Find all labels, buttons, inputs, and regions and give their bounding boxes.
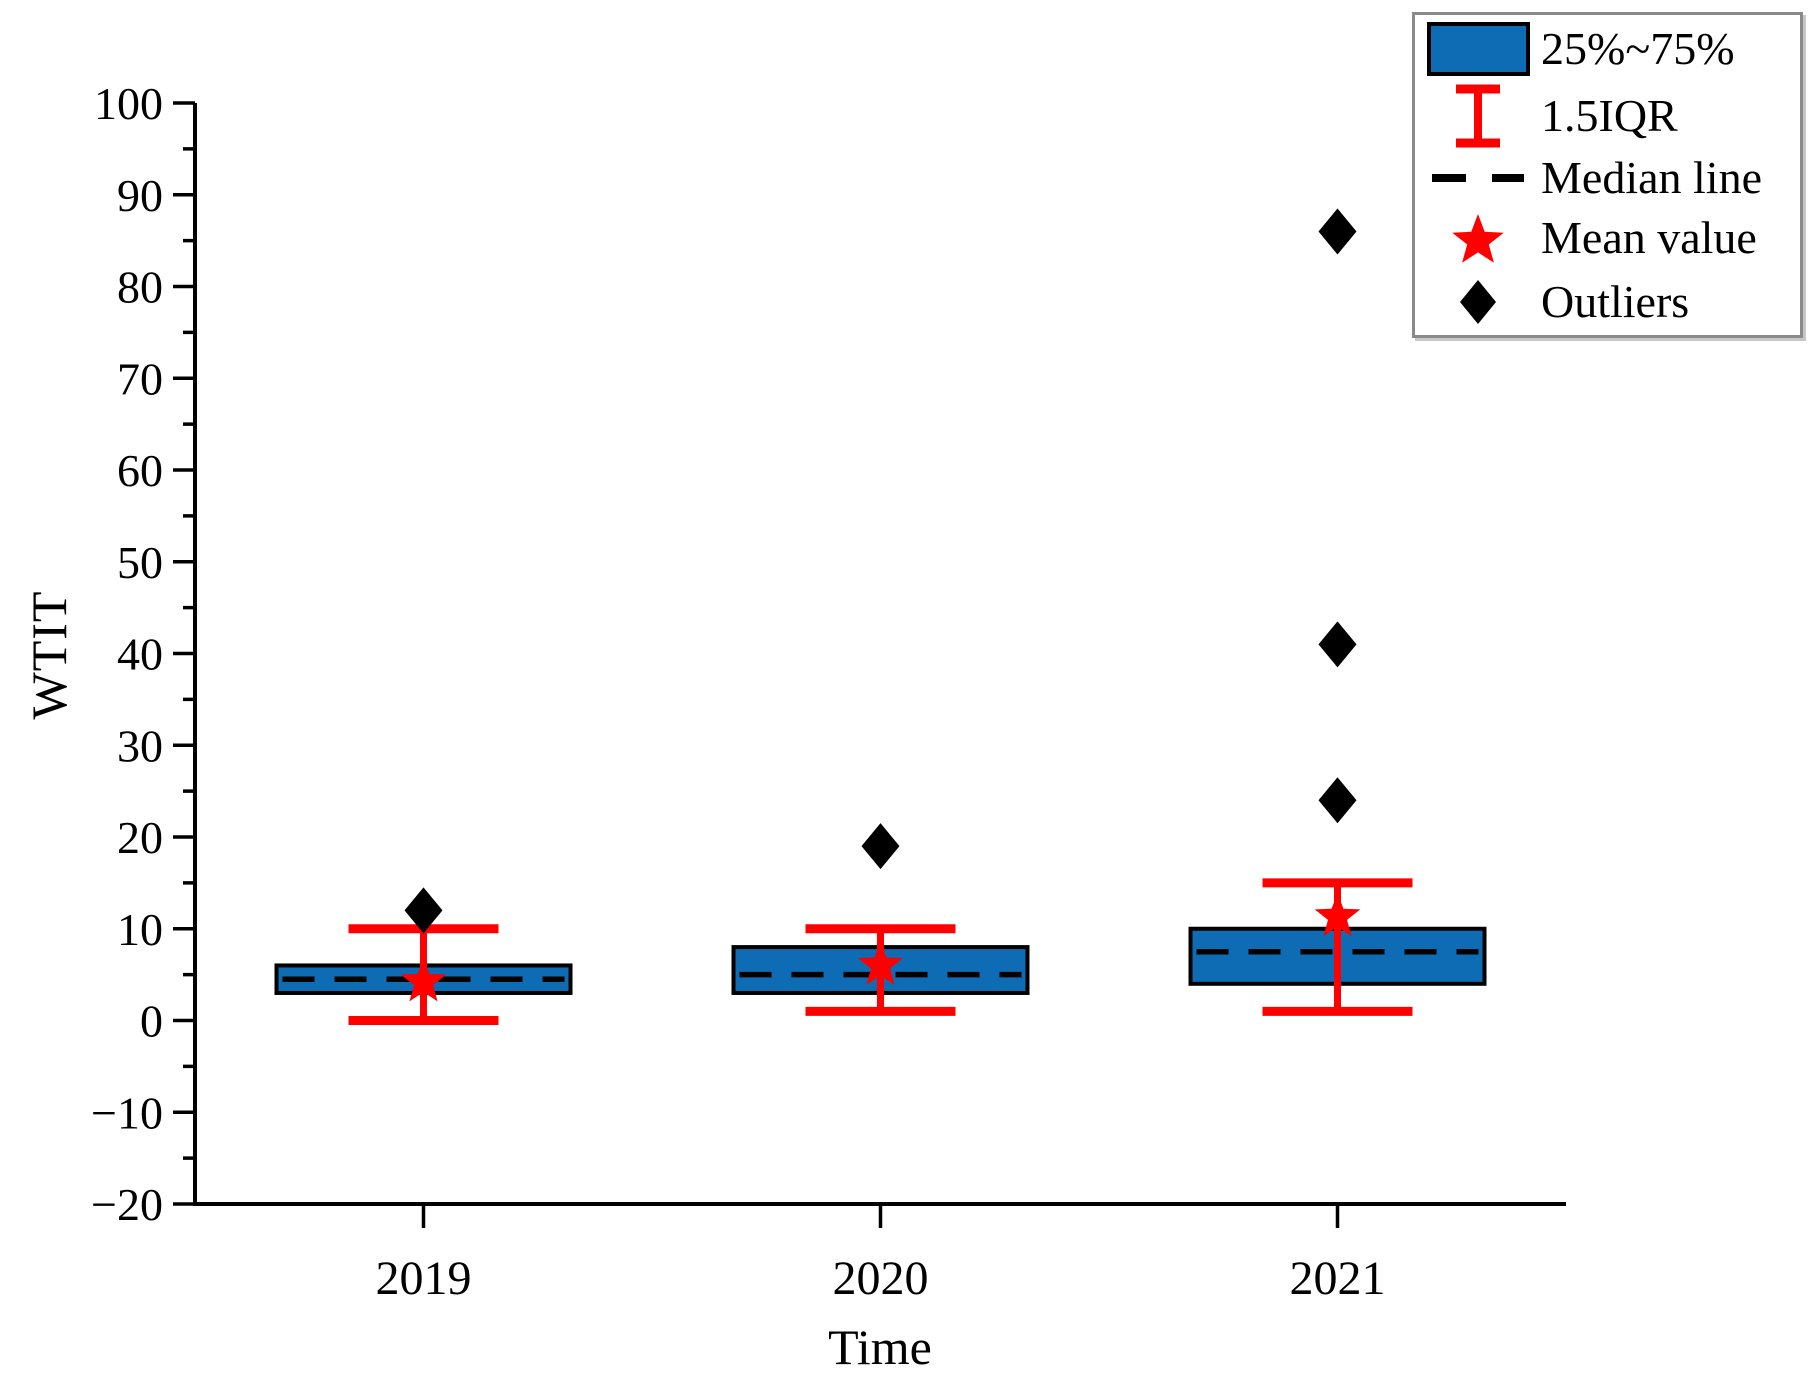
y-tick-label: −20 bbox=[91, 1179, 163, 1230]
y-tick-label: 70 bbox=[117, 353, 163, 404]
y-tick-label: 80 bbox=[117, 262, 163, 313]
outlier-diamond bbox=[1318, 621, 1357, 668]
error-bar-icon bbox=[1415, 83, 1541, 149]
y-tick-label: 0 bbox=[140, 996, 163, 1047]
outlier-diamond bbox=[861, 823, 900, 870]
legend-item-label: 25%~75% bbox=[1541, 23, 1735, 75]
box-group-2020 bbox=[731, 823, 1030, 1016]
y-tick-label: 10 bbox=[117, 904, 163, 955]
y-tick-label: 90 bbox=[117, 170, 163, 221]
outlier-diamond bbox=[1318, 208, 1357, 255]
box-swatch-icon bbox=[1415, 22, 1541, 77]
outlier-diamond bbox=[404, 887, 443, 934]
mean-star bbox=[400, 958, 447, 1002]
box-group-2021 bbox=[1188, 208, 1487, 1016]
legend-item-label: Median line bbox=[1541, 151, 1762, 203]
y-tick-label: 50 bbox=[117, 537, 163, 588]
legend-item-mean: Mean value bbox=[1415, 207, 1800, 269]
legend-item-outliers: Outliers bbox=[1415, 276, 1800, 328]
legend-item-label: Mean value bbox=[1541, 212, 1757, 264]
y-tick-label: 30 bbox=[117, 720, 163, 771]
y-tick-label: 40 bbox=[117, 629, 163, 680]
outlier-diamond bbox=[1318, 777, 1357, 824]
x-tick-label: 2021 bbox=[1290, 1252, 1386, 1305]
star-icon bbox=[1415, 207, 1541, 269]
x-axis-ticks: 2019 2020 2021 bbox=[376, 1204, 1386, 1305]
y-tick-label: 100 bbox=[94, 78, 163, 129]
y-tick-label: 60 bbox=[117, 445, 163, 496]
y-tick-label: −10 bbox=[91, 1087, 163, 1138]
x-tick-label: 2020 bbox=[833, 1252, 929, 1305]
y-tick-label: 20 bbox=[117, 812, 163, 863]
mean-star bbox=[857, 941, 904, 985]
legend-item-median: Median line bbox=[1415, 151, 1800, 203]
legend-item-whisker: 1.5IQR bbox=[1415, 83, 1800, 149]
legend: 25%~75% 1.5IQR Median line bbox=[1412, 12, 1803, 338]
legend-item-label: 1.5IQR bbox=[1541, 89, 1678, 141]
legend-item-label: Outliers bbox=[1541, 275, 1690, 327]
x-tick-label: 2019 bbox=[376, 1252, 472, 1305]
x-axis-title: Time bbox=[828, 1319, 932, 1375]
mean-star bbox=[1314, 892, 1361, 937]
y-axis-ticks: −20 −10 0 10 20 30 40 50 60 70 80 90 100 bbox=[91, 78, 195, 1230]
diamond-icon bbox=[1415, 276, 1541, 328]
box-group-2019 bbox=[274, 887, 573, 1025]
legend-item-iqr-range: 25%~75% bbox=[1415, 22, 1800, 77]
y-axis-title: WTIT bbox=[21, 590, 77, 720]
dashed-line-icon bbox=[1415, 172, 1541, 184]
